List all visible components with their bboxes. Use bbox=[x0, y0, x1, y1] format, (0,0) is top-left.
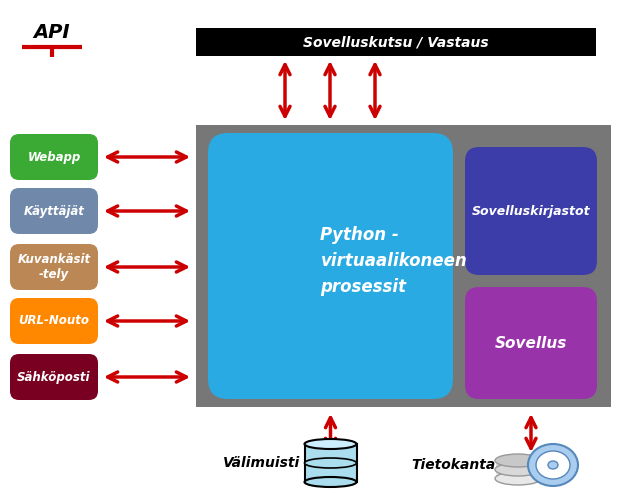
FancyBboxPatch shape bbox=[465, 287, 597, 399]
Text: Käyttäjät: Käyttäjät bbox=[23, 204, 84, 217]
FancyBboxPatch shape bbox=[10, 354, 98, 400]
Bar bbox=[196, 28, 596, 56]
Text: Tietokanta: Tietokanta bbox=[412, 458, 496, 472]
Ellipse shape bbox=[536, 451, 570, 479]
Text: Sovelluskirjastot: Sovelluskirjastot bbox=[472, 204, 590, 217]
FancyBboxPatch shape bbox=[10, 134, 98, 180]
Text: URL-Nouto: URL-Nouto bbox=[18, 314, 89, 328]
Ellipse shape bbox=[304, 458, 357, 468]
Text: Kuvankäsit
-tely: Kuvankäsit -tely bbox=[18, 253, 91, 281]
Ellipse shape bbox=[528, 444, 578, 486]
Text: Python -
virtuaalikoneen
prosessit: Python - virtuaalikoneen prosessit bbox=[321, 226, 467, 297]
FancyBboxPatch shape bbox=[10, 298, 98, 344]
Text: Sovelluskutsu / Vastaus: Sovelluskutsu / Vastaus bbox=[303, 35, 489, 49]
Text: Webapp: Webapp bbox=[28, 150, 81, 163]
FancyBboxPatch shape bbox=[465, 147, 597, 275]
Text: Sähköposti: Sähköposti bbox=[17, 370, 91, 384]
Text: API: API bbox=[34, 23, 70, 43]
Ellipse shape bbox=[495, 463, 541, 476]
Bar bbox=[496, 469, 542, 479]
FancyBboxPatch shape bbox=[208, 133, 453, 399]
Text: Sovellus: Sovellus bbox=[495, 336, 567, 350]
Ellipse shape bbox=[304, 477, 357, 487]
Bar bbox=[496, 460, 542, 469]
Ellipse shape bbox=[495, 454, 541, 467]
Bar bbox=[304, 444, 357, 482]
FancyBboxPatch shape bbox=[10, 244, 98, 290]
Bar bbox=[196, 125, 611, 407]
FancyBboxPatch shape bbox=[10, 188, 98, 234]
Text: Välimuisti: Välimuisti bbox=[223, 456, 301, 470]
Ellipse shape bbox=[495, 472, 541, 485]
Ellipse shape bbox=[548, 461, 558, 469]
Ellipse shape bbox=[304, 439, 357, 449]
